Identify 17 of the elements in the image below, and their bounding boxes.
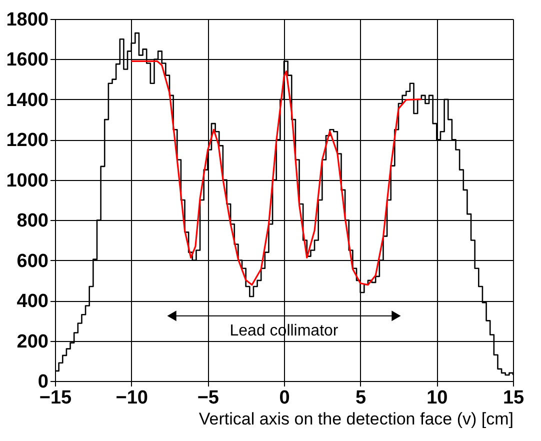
x-tick-label: −5 [197, 388, 220, 408]
y-tick-label: 1000 [6, 170, 48, 192]
x-tick-label: 5 [356, 388, 367, 408]
y-tick-label: 200 [16, 331, 48, 352]
x-tick-label: 0 [279, 388, 290, 408]
y-tick-label: 600 [16, 250, 48, 272]
x-tick-label: −10 [116, 388, 148, 408]
y-tick-label: 1800 [6, 10, 48, 30]
y-tick-label: 400 [16, 291, 48, 312]
y-tick-label: 1200 [6, 130, 48, 152]
x-axis-title: Vertical axis on the detection face (v) [cm] [198, 410, 514, 428]
y-tick-label: 1400 [6, 90, 48, 111]
x-tick-label: 15 [502, 388, 524, 408]
x-tick-label: 10 [426, 388, 448, 408]
y-tick-label: 1600 [6, 50, 48, 71]
line-series [130, 60, 422, 286]
y-tick-label: 800 [16, 210, 48, 232]
